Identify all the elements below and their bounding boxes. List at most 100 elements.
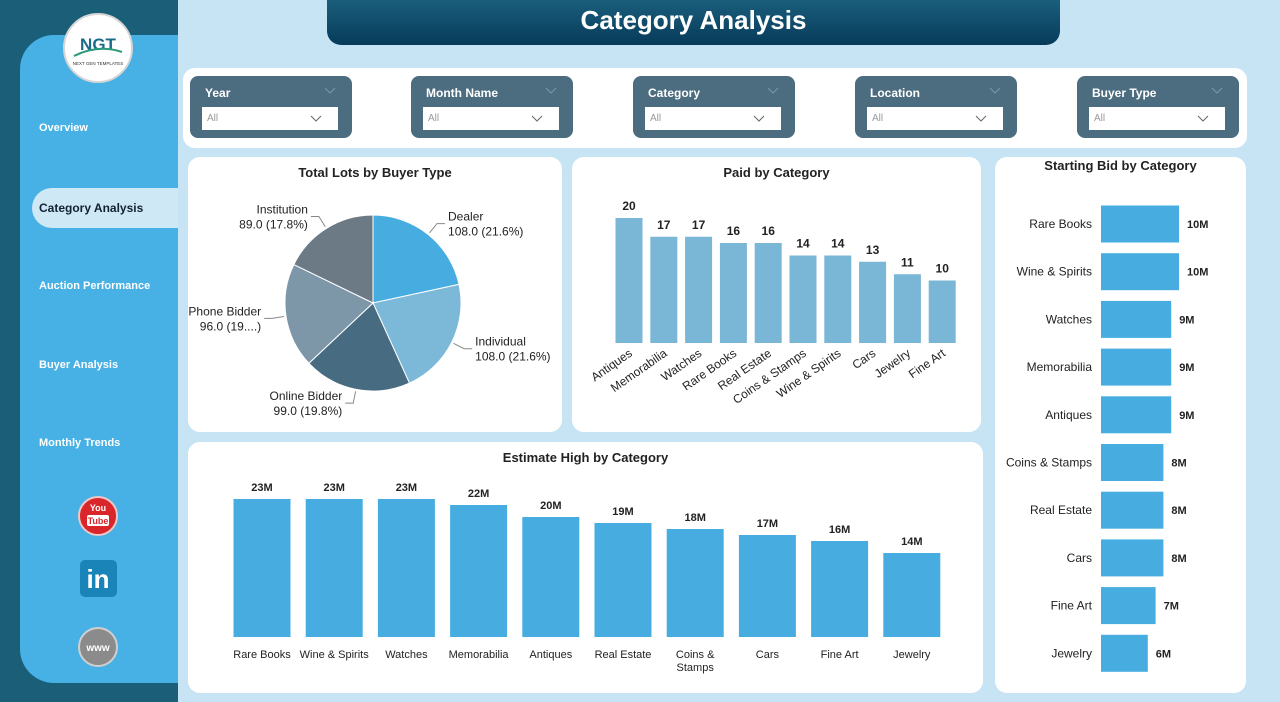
filter-dropdown[interactable]: All xyxy=(202,107,338,130)
value-label: 10M xyxy=(1187,267,1208,279)
bar xyxy=(522,517,580,637)
value-label: 10 xyxy=(936,262,950,276)
filter-label: Location xyxy=(870,86,920,100)
chevron-line xyxy=(1211,87,1223,94)
category-label: Real Estate xyxy=(1030,503,1092,517)
value-label: 10M xyxy=(1187,219,1208,231)
slice-value-label: 96.0 (19....) xyxy=(200,319,261,333)
filter-label: Buyer Type xyxy=(1092,86,1157,100)
chevron xyxy=(767,87,779,94)
value-label: 7M xyxy=(1164,601,1179,613)
value-label: 9M xyxy=(1179,314,1194,326)
bar xyxy=(754,243,782,343)
filter-dropdown[interactable]: All xyxy=(645,107,781,130)
category-label: Rare Books xyxy=(233,649,291,661)
category-label: Coins & Stamps xyxy=(675,649,715,674)
bar xyxy=(893,274,921,343)
chevron xyxy=(753,115,765,122)
nav-item-selected[interactable]: Category Analysis xyxy=(32,188,178,228)
category-label: Jewelry xyxy=(1051,646,1092,660)
youtube-text: Tube xyxy=(88,516,109,526)
value-label: 23M xyxy=(396,482,417,494)
youtube-badge xyxy=(87,515,109,526)
slice-label: Online Bidder xyxy=(270,389,343,403)
leader-line xyxy=(310,216,326,227)
category-label: Memorabilia xyxy=(448,649,509,661)
value-label: 8M xyxy=(1171,505,1186,517)
category-label: Coins & Stamps xyxy=(1006,456,1092,470)
filter-dropdown[interactable]: All xyxy=(867,107,1003,130)
category-label: Cars xyxy=(755,649,779,661)
nav-item[interactable]: Monthly Trends xyxy=(39,437,121,449)
bar xyxy=(233,499,291,637)
value-label: 16 xyxy=(762,224,776,238)
filter-dropdown[interactable]: All xyxy=(1089,107,1225,130)
category-label: Rare Books xyxy=(1029,217,1092,231)
chevron-line xyxy=(753,115,765,122)
filter[interactable]: Category All xyxy=(633,76,795,138)
filter[interactable]: Month Name All xyxy=(411,76,573,138)
bar xyxy=(666,529,724,637)
chevron xyxy=(531,115,543,122)
bar xyxy=(615,218,643,343)
category-label: Fine Art xyxy=(1051,599,1093,613)
value-label: 20M xyxy=(540,500,561,512)
category-label: Jewelry xyxy=(893,649,931,661)
filter-value: All xyxy=(428,113,440,124)
linkedin-text: in xyxy=(86,564,109,594)
filter[interactable]: Year All xyxy=(190,76,352,138)
bar xyxy=(859,261,887,343)
bar xyxy=(928,280,956,343)
filter-label: Year xyxy=(205,86,231,100)
nav-item[interactable]: Buyer Analysis xyxy=(39,359,119,371)
pie-slice xyxy=(284,263,374,364)
chevron xyxy=(310,115,322,122)
nav-item[interactable]: Auction Performance xyxy=(39,280,151,292)
sidebar-icons: NGT NEXT GEN TEMPLATES You Tube in www xyxy=(63,13,133,667)
bar xyxy=(1101,444,1164,481)
chevron-line xyxy=(1197,115,1209,122)
web-icon[interactable] xyxy=(78,627,118,667)
bar xyxy=(883,553,941,637)
leader-line xyxy=(264,316,285,319)
chevron-line xyxy=(989,87,1001,94)
filter-label: Category xyxy=(648,86,701,100)
category-label: Cars xyxy=(1067,551,1092,565)
filter-value: All xyxy=(1094,113,1106,124)
chevron xyxy=(1197,115,1209,122)
slice-label: Individual xyxy=(475,335,526,349)
filter-value: All xyxy=(207,113,219,124)
bar xyxy=(738,535,796,637)
bar xyxy=(1101,587,1156,625)
logo-tagline: NEXT GEN TEMPLATES xyxy=(73,61,124,66)
value-label: 6M xyxy=(1156,648,1171,660)
chevron xyxy=(975,115,987,122)
category-label: Memorabilia xyxy=(1027,360,1093,374)
filter[interactable]: Location All xyxy=(855,76,1017,138)
leader-line xyxy=(429,223,446,234)
value-label: 9M xyxy=(1179,362,1194,374)
chart-title: Paid by Category xyxy=(723,165,830,180)
bar xyxy=(650,236,678,343)
value-label: 20 xyxy=(622,199,636,213)
chevron xyxy=(545,87,557,94)
bar xyxy=(1101,205,1179,243)
filter-dropdown[interactable]: All xyxy=(423,107,559,130)
bar xyxy=(1101,491,1164,529)
filter[interactable]: Buyer Type All xyxy=(1077,76,1239,138)
category-label: Watches xyxy=(1046,312,1092,326)
value-label: 23M xyxy=(251,482,272,494)
chart-title: Total Lots by Buyer Type xyxy=(298,165,452,180)
value-label: 16M xyxy=(829,524,850,536)
bar xyxy=(1101,396,1172,434)
value-label: 14M xyxy=(901,536,922,548)
bar xyxy=(685,236,713,343)
nav-item[interactable]: Overview xyxy=(39,122,88,134)
bar xyxy=(719,243,747,343)
linkedin-icon[interactable] xyxy=(80,560,117,597)
bar xyxy=(594,523,652,637)
pie-slice xyxy=(372,283,462,384)
bar xyxy=(1101,348,1172,386)
value-label: 14 xyxy=(831,237,845,251)
